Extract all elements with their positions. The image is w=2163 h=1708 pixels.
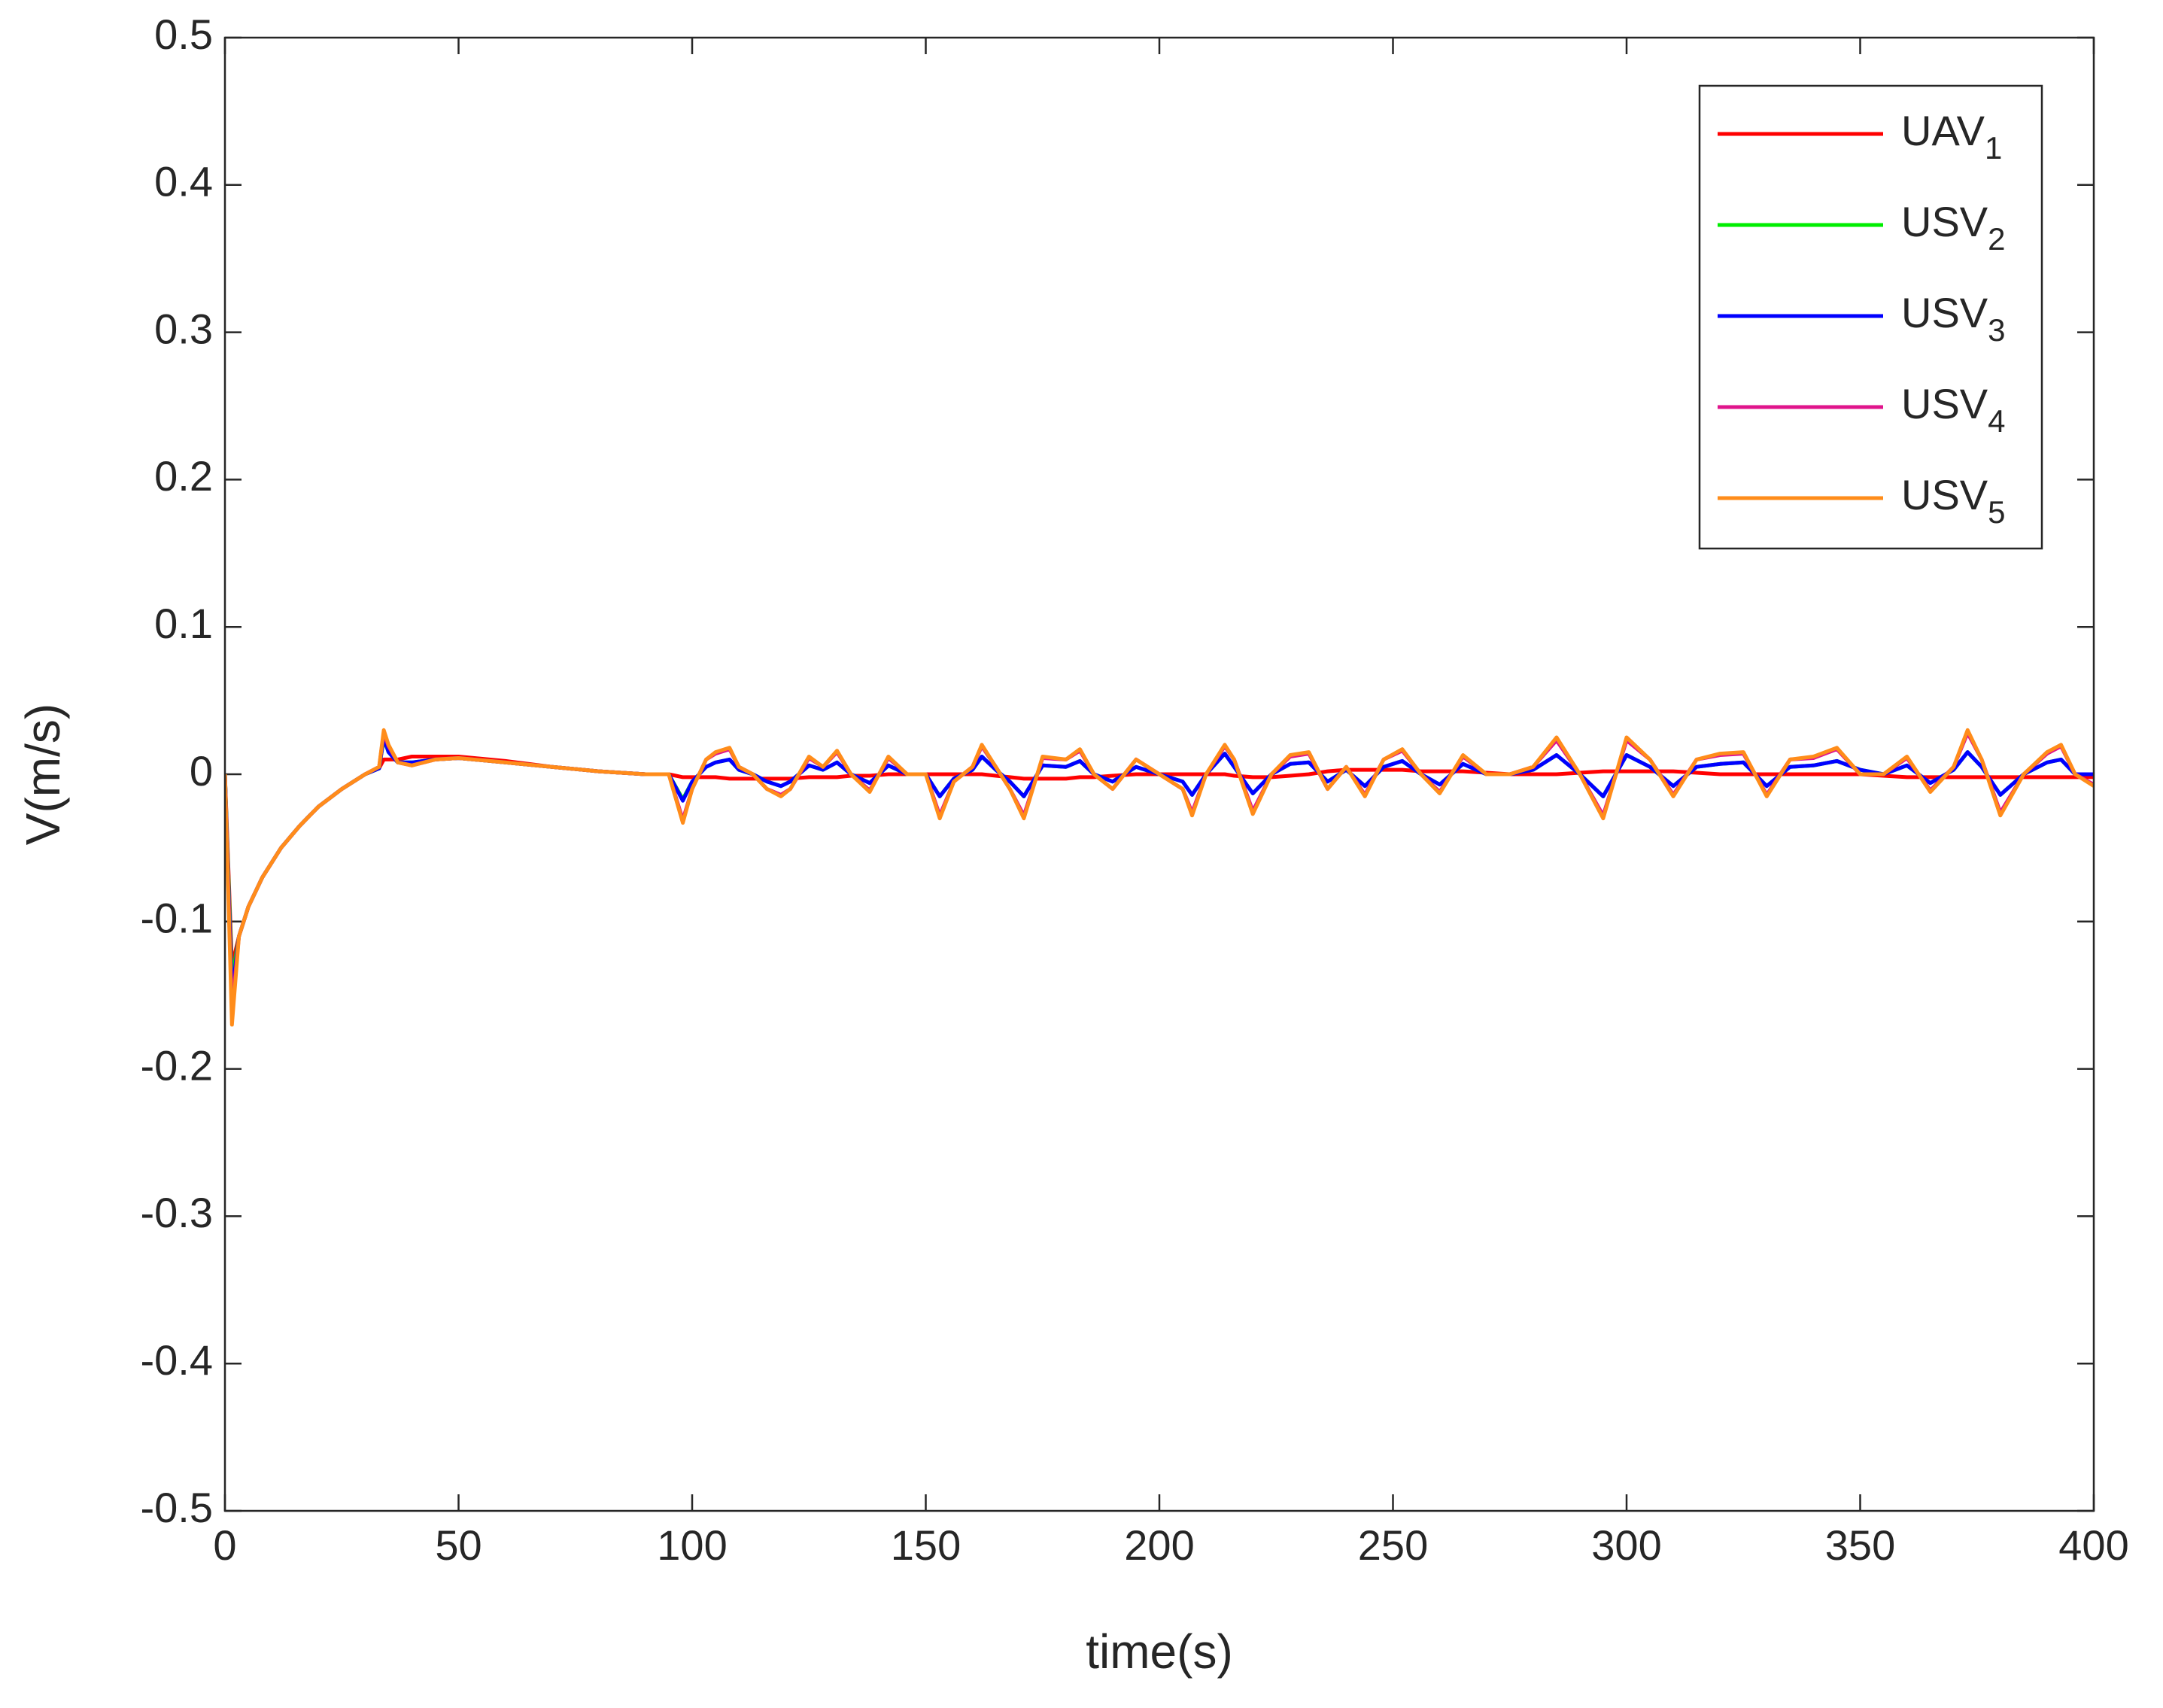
y-tick-label: -0.1 bbox=[141, 895, 214, 942]
legend-label: UAV1 bbox=[1901, 107, 2002, 166]
x-tick-label: 0 bbox=[213, 1521, 236, 1569]
legend-label: USV3 bbox=[1901, 289, 2006, 348]
y-tick-label: 0.3 bbox=[154, 305, 213, 352]
x-tick-label: 200 bbox=[1124, 1521, 1194, 1569]
x-tick-label: 150 bbox=[891, 1521, 961, 1569]
x-tick-label: 300 bbox=[1591, 1521, 1661, 1569]
x-tick-label: 100 bbox=[657, 1521, 727, 1569]
series-line bbox=[225, 728, 2094, 1027]
y-tick-label: 0.1 bbox=[154, 600, 213, 647]
y-tick-label: 0 bbox=[190, 747, 213, 795]
legend-label: USV5 bbox=[1901, 471, 2006, 530]
axes-box bbox=[223, 36, 2095, 1512]
y-tick-label: 0.2 bbox=[154, 452, 213, 500]
x-axis-label: time(s) bbox=[1086, 1624, 1233, 1679]
y-tick-label: -0.5 bbox=[141, 1484, 214, 1531]
legend-label: USV2 bbox=[1901, 198, 2006, 257]
x-tick-label: 400 bbox=[2058, 1521, 2128, 1569]
y-tick-label: 0.5 bbox=[154, 11, 213, 58]
y-tick-label: 0.4 bbox=[154, 158, 213, 205]
y-axis-label: V(m/s) bbox=[16, 704, 70, 845]
y-tick-label: -0.4 bbox=[141, 1336, 214, 1384]
legend-label: USV4 bbox=[1901, 380, 2006, 439]
x-tick-label: 250 bbox=[1358, 1521, 1428, 1569]
y-tick-label: -0.3 bbox=[141, 1189, 214, 1236]
y-tick-label: -0.2 bbox=[141, 1041, 214, 1089]
x-tick-label: 50 bbox=[435, 1521, 482, 1569]
x-tick-label: 350 bbox=[1825, 1521, 1895, 1569]
